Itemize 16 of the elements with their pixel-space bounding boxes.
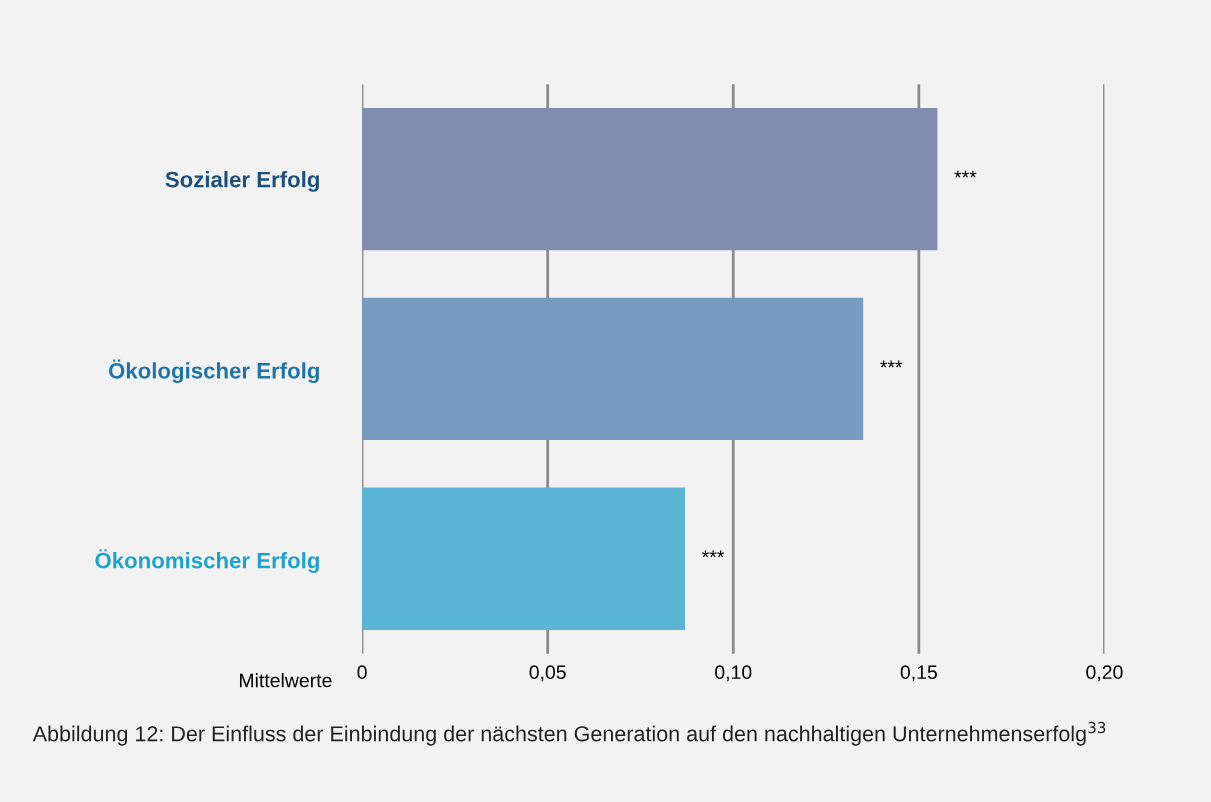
annotation: *** xyxy=(954,170,977,178)
x-tick-label: 0,05 xyxy=(529,665,566,682)
bar xyxy=(362,487,686,630)
x-axis-title: Mittelwerte xyxy=(239,673,332,688)
text: Abbildung 12: Der Einfluss der Einbindung der nächsten Generation auf den nachhaltigen Unternehmenserfolg$^{33}$ xyxy=(32,721,1106,746)
annotation: *** xyxy=(701,550,725,558)
bar xyxy=(362,297,864,441)
annotation: *** xyxy=(880,360,903,368)
x-tick-label: 0,15 xyxy=(900,665,937,682)
x-tick-label: 0,20 xyxy=(1086,665,1123,682)
bar xyxy=(362,107,938,251)
x-tick-label: 0 xyxy=(357,665,367,680)
y-tick-label: Ökonomischer Erfolg xyxy=(95,549,319,573)
x-tick-label: 0,10 xyxy=(715,665,752,682)
y-tick-label: Ökologischer Erfolg xyxy=(108,359,319,384)
y-tick-label: Sozialer Erfolg xyxy=(165,171,319,192)
